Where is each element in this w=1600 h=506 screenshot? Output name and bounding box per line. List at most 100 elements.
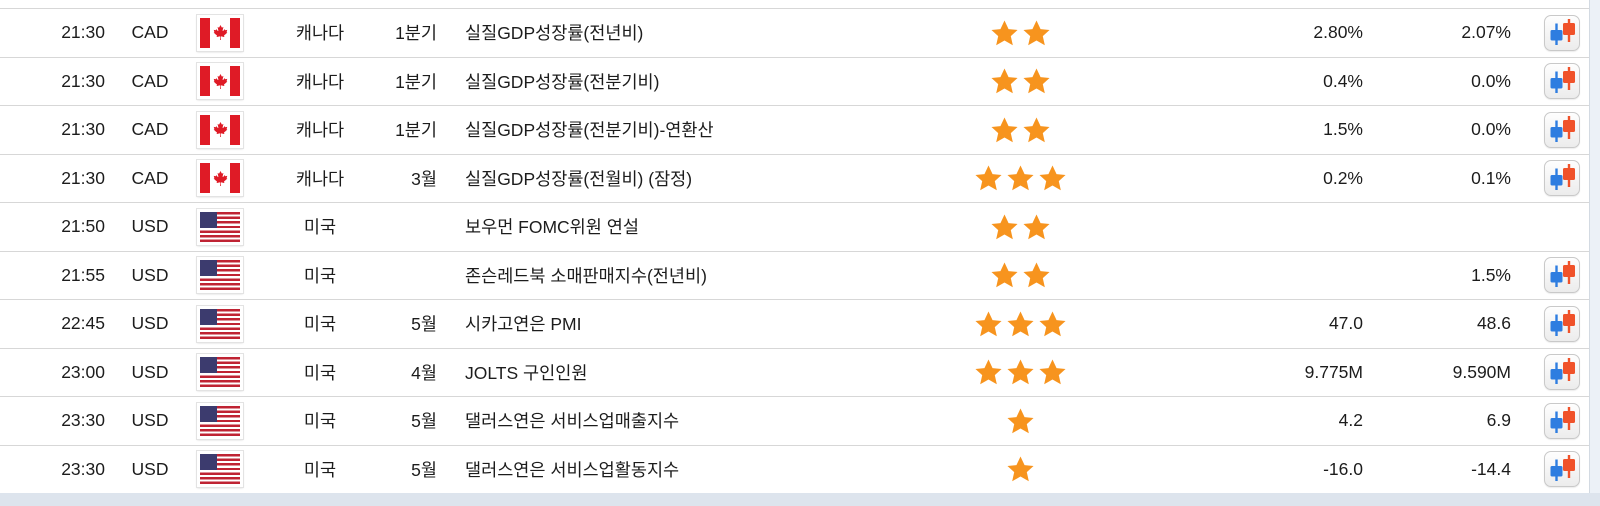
value-1: 9.775M bbox=[1304, 361, 1363, 382]
currency-code: CAD bbox=[131, 167, 169, 188]
event-name[interactable]: 댈러스연은 서비스업활동지수 bbox=[465, 459, 680, 480]
event-name[interactable]: JOLTS 구인인원 bbox=[465, 362, 588, 383]
value-1: -16.0 bbox=[1323, 458, 1363, 479]
currency-code: USD bbox=[131, 458, 169, 479]
country-name: 미국 bbox=[303, 459, 337, 480]
canada-flag-icon bbox=[197, 14, 243, 51]
usa-flag-stripes bbox=[200, 260, 240, 291]
value-2: 0.0% bbox=[1471, 119, 1511, 140]
event-name[interactable]: 댈러스연은 서비스업매출지수 bbox=[465, 411, 680, 432]
candlestick-chart-button[interactable] bbox=[1544, 451, 1580, 488]
currency-code: CAD bbox=[131, 119, 169, 140]
importance-stars bbox=[940, 214, 1100, 240]
candlestick-chart-button[interactable] bbox=[1544, 402, 1580, 439]
flag-graphic bbox=[200, 17, 240, 48]
chart-cell bbox=[1511, 305, 1589, 342]
value-1: 0.2% bbox=[1323, 167, 1363, 188]
candlestick-chart-button[interactable] bbox=[1544, 63, 1580, 100]
event-name[interactable]: 보우먼 FOMC위원 연설 bbox=[465, 217, 639, 238]
event-name[interactable]: 실질GDP성장률(전년비) bbox=[465, 23, 644, 44]
calendar-event-row[interactable]: 23:30 USD 미국 5월 댈러스연은 서비스업활동지수 -16.0 -14… bbox=[0, 444, 1589, 494]
calendar-event-row[interactable]: 21:30 CAD 캐나다 1분기 실질GDP성장률(전분기비)-연환산 1.5… bbox=[0, 105, 1589, 154]
candlestick-chart-button[interactable] bbox=[1544, 305, 1580, 342]
flag-cell bbox=[190, 208, 250, 245]
calendar-event-row[interactable]: 21:30 CAD 캐나다 1분기 실질GDP성장률(전년비) 2.80% 2.… bbox=[0, 8, 1589, 57]
importance-stars bbox=[940, 311, 1100, 337]
event-name[interactable]: 실질GDP성장률(전분기비) bbox=[465, 71, 660, 92]
canada-flag-bar bbox=[230, 17, 240, 48]
candlestick-chart-button[interactable] bbox=[1544, 257, 1580, 294]
star-icon bbox=[1006, 456, 1034, 482]
candlestick-chart-button[interactable] bbox=[1544, 111, 1580, 148]
flag-cell bbox=[190, 402, 250, 439]
candlestick-chart-button[interactable] bbox=[1544, 160, 1580, 197]
report-period: 5월 bbox=[411, 459, 437, 480]
importance-stars bbox=[940, 20, 1100, 46]
calendar-event-row[interactable]: 21:30 CAD 캐나다 1분기 실질GDP성장률(전분기비) 0.4% 0.… bbox=[0, 56, 1589, 105]
star-icon bbox=[1006, 311, 1034, 337]
event-time: 21:50 bbox=[61, 216, 105, 237]
usa-flag-stripes bbox=[200, 211, 240, 242]
value-2: 2.07% bbox=[1461, 22, 1511, 43]
currency-code: CAD bbox=[131, 70, 169, 91]
canada-flag-bar bbox=[200, 17, 210, 48]
event-name[interactable]: 실질GDP성장률(전분기비)-연환산 bbox=[465, 120, 714, 141]
event-name[interactable]: 존슨레드북 소매판매지수(전년비) bbox=[465, 265, 707, 286]
flag-cell bbox=[190, 160, 250, 197]
usa-flag-canton bbox=[200, 211, 217, 228]
calendar-event-row[interactable]: 22:45 USD 미국 5월 시카고연은 PMI 47.0 48.6 bbox=[0, 299, 1589, 348]
candlestick-chart-button[interactable] bbox=[1544, 14, 1580, 51]
report-period: 1분기 bbox=[395, 120, 437, 141]
flag-cell bbox=[190, 14, 250, 51]
candlestick-chart-icon bbox=[1550, 67, 1575, 94]
canada-flag-icon bbox=[197, 160, 243, 197]
report-period: 1분기 bbox=[395, 23, 437, 44]
usa-flag-stripes bbox=[200, 357, 240, 388]
report-period: 3월 bbox=[411, 168, 437, 189]
star-icon bbox=[1022, 262, 1050, 288]
calendar-event-row[interactable]: 21:30 CAD 캐나다 3월 실질GDP성장률(전월비) (잠정) 0.2%… bbox=[0, 153, 1589, 202]
country-name: 미국 bbox=[303, 314, 337, 335]
candlestick-chart-button[interactable] bbox=[1544, 354, 1580, 391]
calendar-event-row[interactable]: 21:55 USD 미국 존슨레드북 소매판매지수(전년비) 1.5% bbox=[0, 250, 1589, 299]
chart-cell bbox=[1511, 209, 1589, 245]
value-2: 0.1% bbox=[1471, 167, 1511, 188]
event-name[interactable]: 실질GDP성장률(전월비) (잠정) bbox=[465, 168, 693, 189]
event-name[interactable]: 시카고연은 PMI bbox=[465, 314, 582, 335]
report-period: 5월 bbox=[411, 314, 437, 335]
usa-flag-icon bbox=[197, 305, 243, 342]
star-icon bbox=[1006, 408, 1034, 434]
economic-calendar-table: 21:30 CAD 캐나다 1분기 실질GDP성장률(전년비) 2.80% 2.… bbox=[0, 0, 1590, 494]
flag-cell bbox=[190, 305, 250, 342]
canada-flag-center bbox=[210, 17, 230, 48]
usa-flag-icon bbox=[197, 402, 243, 439]
usa-flag-icon bbox=[197, 354, 243, 391]
calendar-event-row[interactable]: 23:30 USD 미국 5월 댈러스연은 서비스업매출지수 4.2 6.9 bbox=[0, 396, 1589, 445]
star-icon bbox=[1022, 68, 1050, 94]
country-name: 미국 bbox=[303, 411, 337, 432]
event-time: 23:30 bbox=[61, 410, 105, 431]
flag-graphic bbox=[200, 66, 240, 97]
report-period: 1분기 bbox=[395, 71, 437, 92]
usa-flag-canton bbox=[200, 454, 217, 471]
usa-flag-stripes bbox=[200, 308, 240, 339]
table-top-spacer bbox=[0, 0, 1589, 8]
calendar-event-row[interactable]: 21:50 USD 미국 보우먼 FOMC위원 연설 bbox=[0, 202, 1589, 251]
value-1: 0.4% bbox=[1323, 70, 1363, 91]
report-period: 5월 bbox=[411, 411, 437, 432]
value-1: 47.0 bbox=[1328, 313, 1363, 334]
value-2: -14.4 bbox=[1471, 458, 1511, 479]
candlestick-chart-icon bbox=[1550, 406, 1575, 433]
calendar-event-row[interactable]: 23:00 USD 미국 4월 JOLTS 구인인원 9.775M 9.590M bbox=[0, 347, 1589, 396]
star-icon bbox=[990, 262, 1018, 288]
star-icon bbox=[1038, 311, 1066, 337]
usa-flag-icon bbox=[197, 208, 243, 245]
star-icon bbox=[1038, 165, 1066, 191]
report-period: 4월 bbox=[411, 362, 437, 383]
star-icon bbox=[1006, 165, 1034, 191]
flag-cell bbox=[190, 354, 250, 391]
event-time: 21:55 bbox=[61, 264, 105, 285]
flag-cell bbox=[190, 257, 250, 294]
chart-cell bbox=[1511, 14, 1589, 51]
